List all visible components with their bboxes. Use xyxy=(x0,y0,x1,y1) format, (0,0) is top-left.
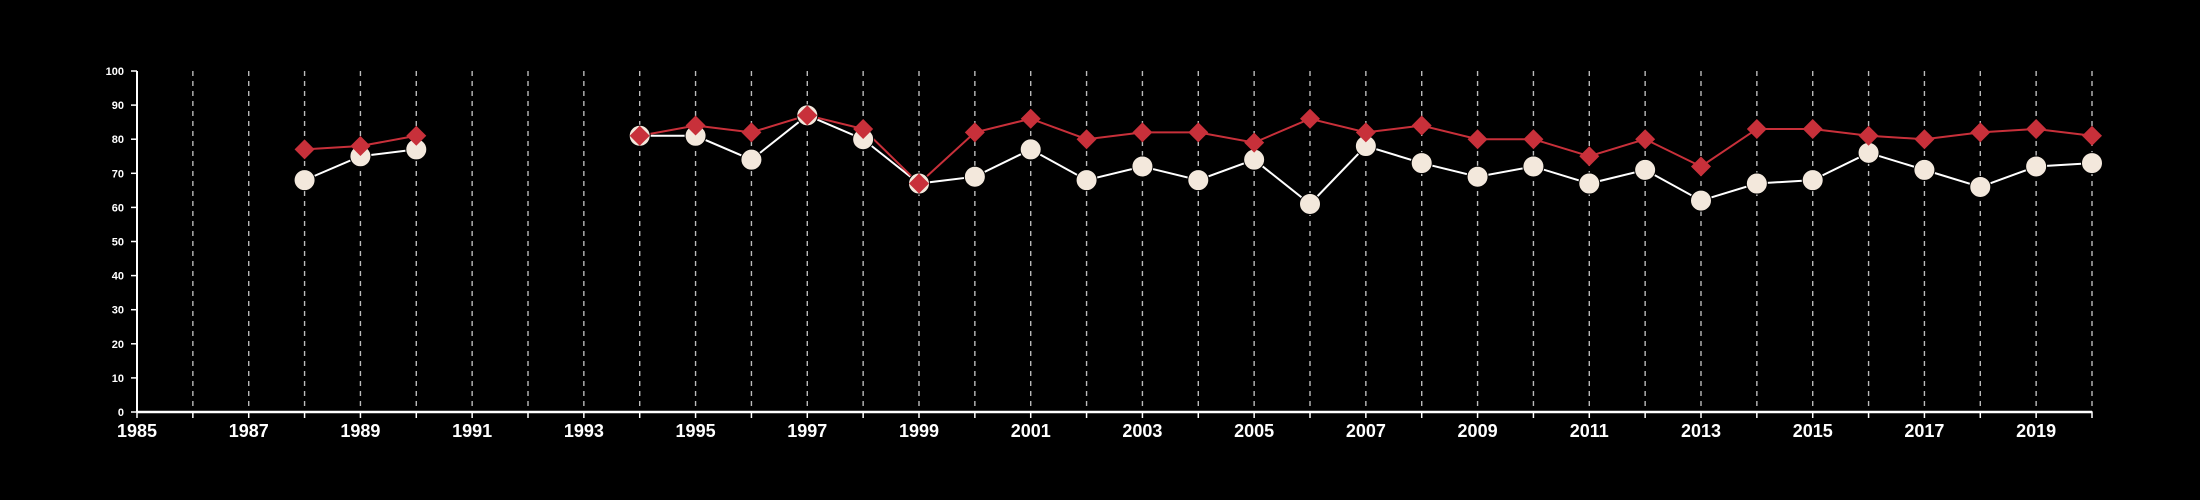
diamond-point-2001 xyxy=(1020,108,1041,129)
circle-point-1996 xyxy=(740,148,763,171)
x-tick-label-2013: 2013 xyxy=(1681,421,1721,441)
y-tick-label-30: 30 xyxy=(112,305,124,317)
circle-point-2006 xyxy=(1299,192,1321,215)
diamond-point-1989 xyxy=(350,136,371,157)
diamond-point-1988 xyxy=(294,139,315,160)
y-tick-label-90: 90 xyxy=(112,100,124,112)
diamond-point-2013 xyxy=(1691,156,1711,177)
circle-point-2012 xyxy=(1634,158,1657,181)
diamond-point-2010 xyxy=(1523,129,1544,150)
y-tick-label-80: 80 xyxy=(112,134,124,146)
diamond-point-2018 xyxy=(1970,122,1991,143)
x-tick-label-2019: 2019 xyxy=(2016,421,2056,441)
x-tick-label-1985: 1985 xyxy=(117,421,157,441)
y-tick-label-40: 40 xyxy=(112,271,124,283)
diamond-point-2002 xyxy=(1076,129,1097,150)
x-tick-label-2011: 2011 xyxy=(1570,421,1609,441)
markers-diamond xyxy=(294,105,2102,194)
x-tick-label-2015: 2015 xyxy=(1793,421,1833,441)
x-tick-label-1993: 1993 xyxy=(564,421,604,441)
circle-point-2002 xyxy=(1075,169,1098,192)
y-tick-label-100: 100 xyxy=(106,66,124,78)
x-tick-label-2009: 2009 xyxy=(1458,421,1498,441)
diamond-point-1997 xyxy=(797,105,818,126)
x-tick-label-2003: 2003 xyxy=(1122,421,1162,441)
circle-point-1988 xyxy=(293,169,316,192)
diamond-point-2011 xyxy=(1579,146,1600,167)
x-tick-label-1997: 1997 xyxy=(787,421,827,441)
y-tick-label-0: 0 xyxy=(118,407,124,419)
x-tick-label-2001: 2001 xyxy=(1011,421,1051,441)
x-tick-label-1989: 1989 xyxy=(340,421,380,441)
circle-point-2018 xyxy=(1969,175,1992,198)
circle-point-2017 xyxy=(1913,158,1936,181)
diamond-point-2017 xyxy=(1914,129,1935,150)
circle-point-2008 xyxy=(1410,152,1433,175)
y-tick-label-20: 20 xyxy=(112,339,124,351)
circle-point-2011 xyxy=(1578,172,1601,195)
x-tick-label-2005: 2005 xyxy=(1234,421,1274,441)
diamond-point-2016 xyxy=(1858,125,1879,146)
diamond-point-1995 xyxy=(685,115,706,136)
circle-point-2003 xyxy=(1131,155,1154,178)
diamond-point-2009 xyxy=(1467,129,1488,150)
x-tick-label-1991: 1991 xyxy=(452,421,492,441)
diamond-point-2015 xyxy=(1802,118,1823,139)
diamond-point-2006 xyxy=(1300,108,1320,129)
circle-point-2001 xyxy=(1019,138,1042,161)
diamond-point-2004 xyxy=(1188,122,1209,143)
diamond-point-2007 xyxy=(1355,122,1376,143)
x-tick-label-2007: 2007 xyxy=(1346,421,1386,441)
diamond-point-2012 xyxy=(1635,129,1656,150)
x-tick-label-1995: 1995 xyxy=(676,421,716,441)
circle-point-2013 xyxy=(1690,189,1712,212)
y-tick-label-60: 60 xyxy=(112,202,124,214)
x-tick-label-1987: 1987 xyxy=(229,421,269,441)
axes: 0 10 20 30 40 50 60 70 80 90 100 1985 1987 1989 1991 19… xyxy=(106,66,2093,441)
diamond-point-2014 xyxy=(1746,118,1767,139)
y-tick-label-70: 70 xyxy=(112,168,124,180)
diamond-point-1996 xyxy=(741,122,762,143)
circle-point-2009 xyxy=(1466,165,1489,188)
circle-point-2020 xyxy=(2081,152,2103,175)
data-series xyxy=(293,104,2103,215)
diamond-point-1999 xyxy=(909,173,929,194)
diamond-point-2019 xyxy=(2026,118,2047,139)
x-tick-label-1999: 1999 xyxy=(899,421,939,441)
y-tick-label-50: 50 xyxy=(112,237,124,249)
diamond-point-2008 xyxy=(1411,115,1432,136)
diamond-point-1990 xyxy=(406,125,427,146)
x-tick-label-2017: 2017 xyxy=(1904,421,1944,441)
circle-point-2000 xyxy=(963,165,986,188)
diamond-point-1994 xyxy=(629,125,650,146)
grid-lines xyxy=(192,71,2093,412)
diamond-point-2000 xyxy=(964,122,985,143)
circle-point-2004 xyxy=(1187,169,1210,192)
circle-point-2010 xyxy=(1522,155,1545,178)
diamond-point-1998 xyxy=(853,118,874,139)
circle-point-2019 xyxy=(2025,155,2048,178)
circle-point-2014 xyxy=(1745,172,1768,195)
y-tick-label-10: 10 xyxy=(112,373,124,385)
diamond-point-2020 xyxy=(2082,125,2102,146)
diamond-point-2003 xyxy=(1132,122,1153,143)
circle-point-2015 xyxy=(1801,169,1824,192)
diamond-point-2005 xyxy=(1244,132,1265,153)
